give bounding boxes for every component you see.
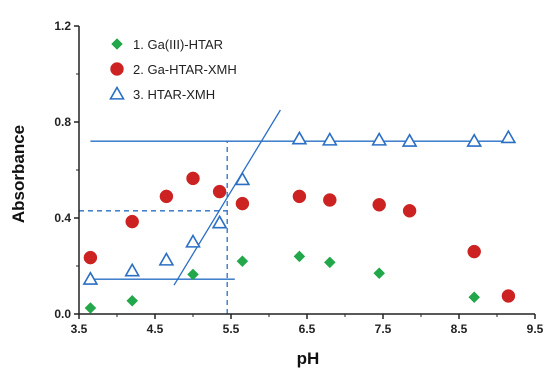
circle-point <box>402 204 417 218</box>
triangle-point <box>466 133 483 147</box>
triangle-point <box>371 131 388 146</box>
circle-point <box>125 214 139 229</box>
triangle-point <box>321 131 338 146</box>
diamond-point <box>236 255 249 268</box>
triangle-point <box>124 262 141 277</box>
circle-point <box>212 184 227 199</box>
x-tick-label: 8.5 <box>451 322 468 336</box>
guide-lines <box>79 109 509 314</box>
triangle-point <box>158 251 175 266</box>
legend-triangle-point <box>109 85 125 100</box>
y-tick-label: 0.4 <box>54 211 71 225</box>
legend: 1. Ga(III)-HTAR 2. Ga-HTAR-XMH 3. HTAR-XMH <box>109 37 237 102</box>
diamond-point <box>373 267 386 280</box>
legend-diamond-point <box>111 38 123 50</box>
triangle-point <box>291 130 308 145</box>
y-tick-label: 0.0 <box>54 307 71 321</box>
legend-circle-point <box>110 62 124 76</box>
triangle-point <box>185 233 201 248</box>
y-tick-label: 1.2 <box>54 19 71 33</box>
diamond-point <box>126 294 139 307</box>
circle-point <box>235 196 250 211</box>
legend-entry-label: 3. HTAR-XMH <box>133 87 215 102</box>
legend-entry-label: 2. Ga-HTAR-XMH <box>133 62 237 77</box>
legend-entry-label: 1. Ga(III)-HTAR <box>133 37 223 52</box>
circle-point <box>467 244 481 259</box>
triangle-point <box>401 133 418 147</box>
diamond-point <box>323 256 336 269</box>
diamond-point <box>293 250 306 263</box>
x-tick-label: 7.5 <box>375 322 392 336</box>
circle-point <box>372 198 386 212</box>
circle-point <box>83 250 98 265</box>
circle-point <box>323 193 337 207</box>
triangle-point <box>500 129 517 144</box>
x-tick-label: 4.5 <box>147 322 164 336</box>
triangle-point <box>234 171 251 186</box>
y-axis-title: Absorbance <box>9 125 28 223</box>
x-tick-label: 6.5 <box>299 322 316 336</box>
x-tick-label: 3.5 <box>71 322 88 336</box>
circle-point <box>186 171 200 186</box>
triangle-point <box>82 271 99 285</box>
y-tick-label: 0.8 <box>54 115 71 129</box>
diamond-point <box>84 302 97 314</box>
diamond-point <box>468 291 481 304</box>
triangle-point <box>211 214 228 229</box>
circle-point <box>159 189 174 204</box>
x-tick-label: 5.5 <box>223 322 240 336</box>
axes: 3.5 4.5 5.5 6.5 7.5 8.5 9.5 0.0 0.4 0.8 1.2 <box>54 19 543 336</box>
diamond-point <box>187 268 199 281</box>
data-points <box>82 129 517 314</box>
rising-tangent-line <box>173 109 281 286</box>
x-axis-title: pH <box>297 349 320 368</box>
x-tick-label: 9.5 <box>527 322 544 336</box>
circle-point <box>292 189 307 204</box>
circle-point <box>501 289 516 303</box>
